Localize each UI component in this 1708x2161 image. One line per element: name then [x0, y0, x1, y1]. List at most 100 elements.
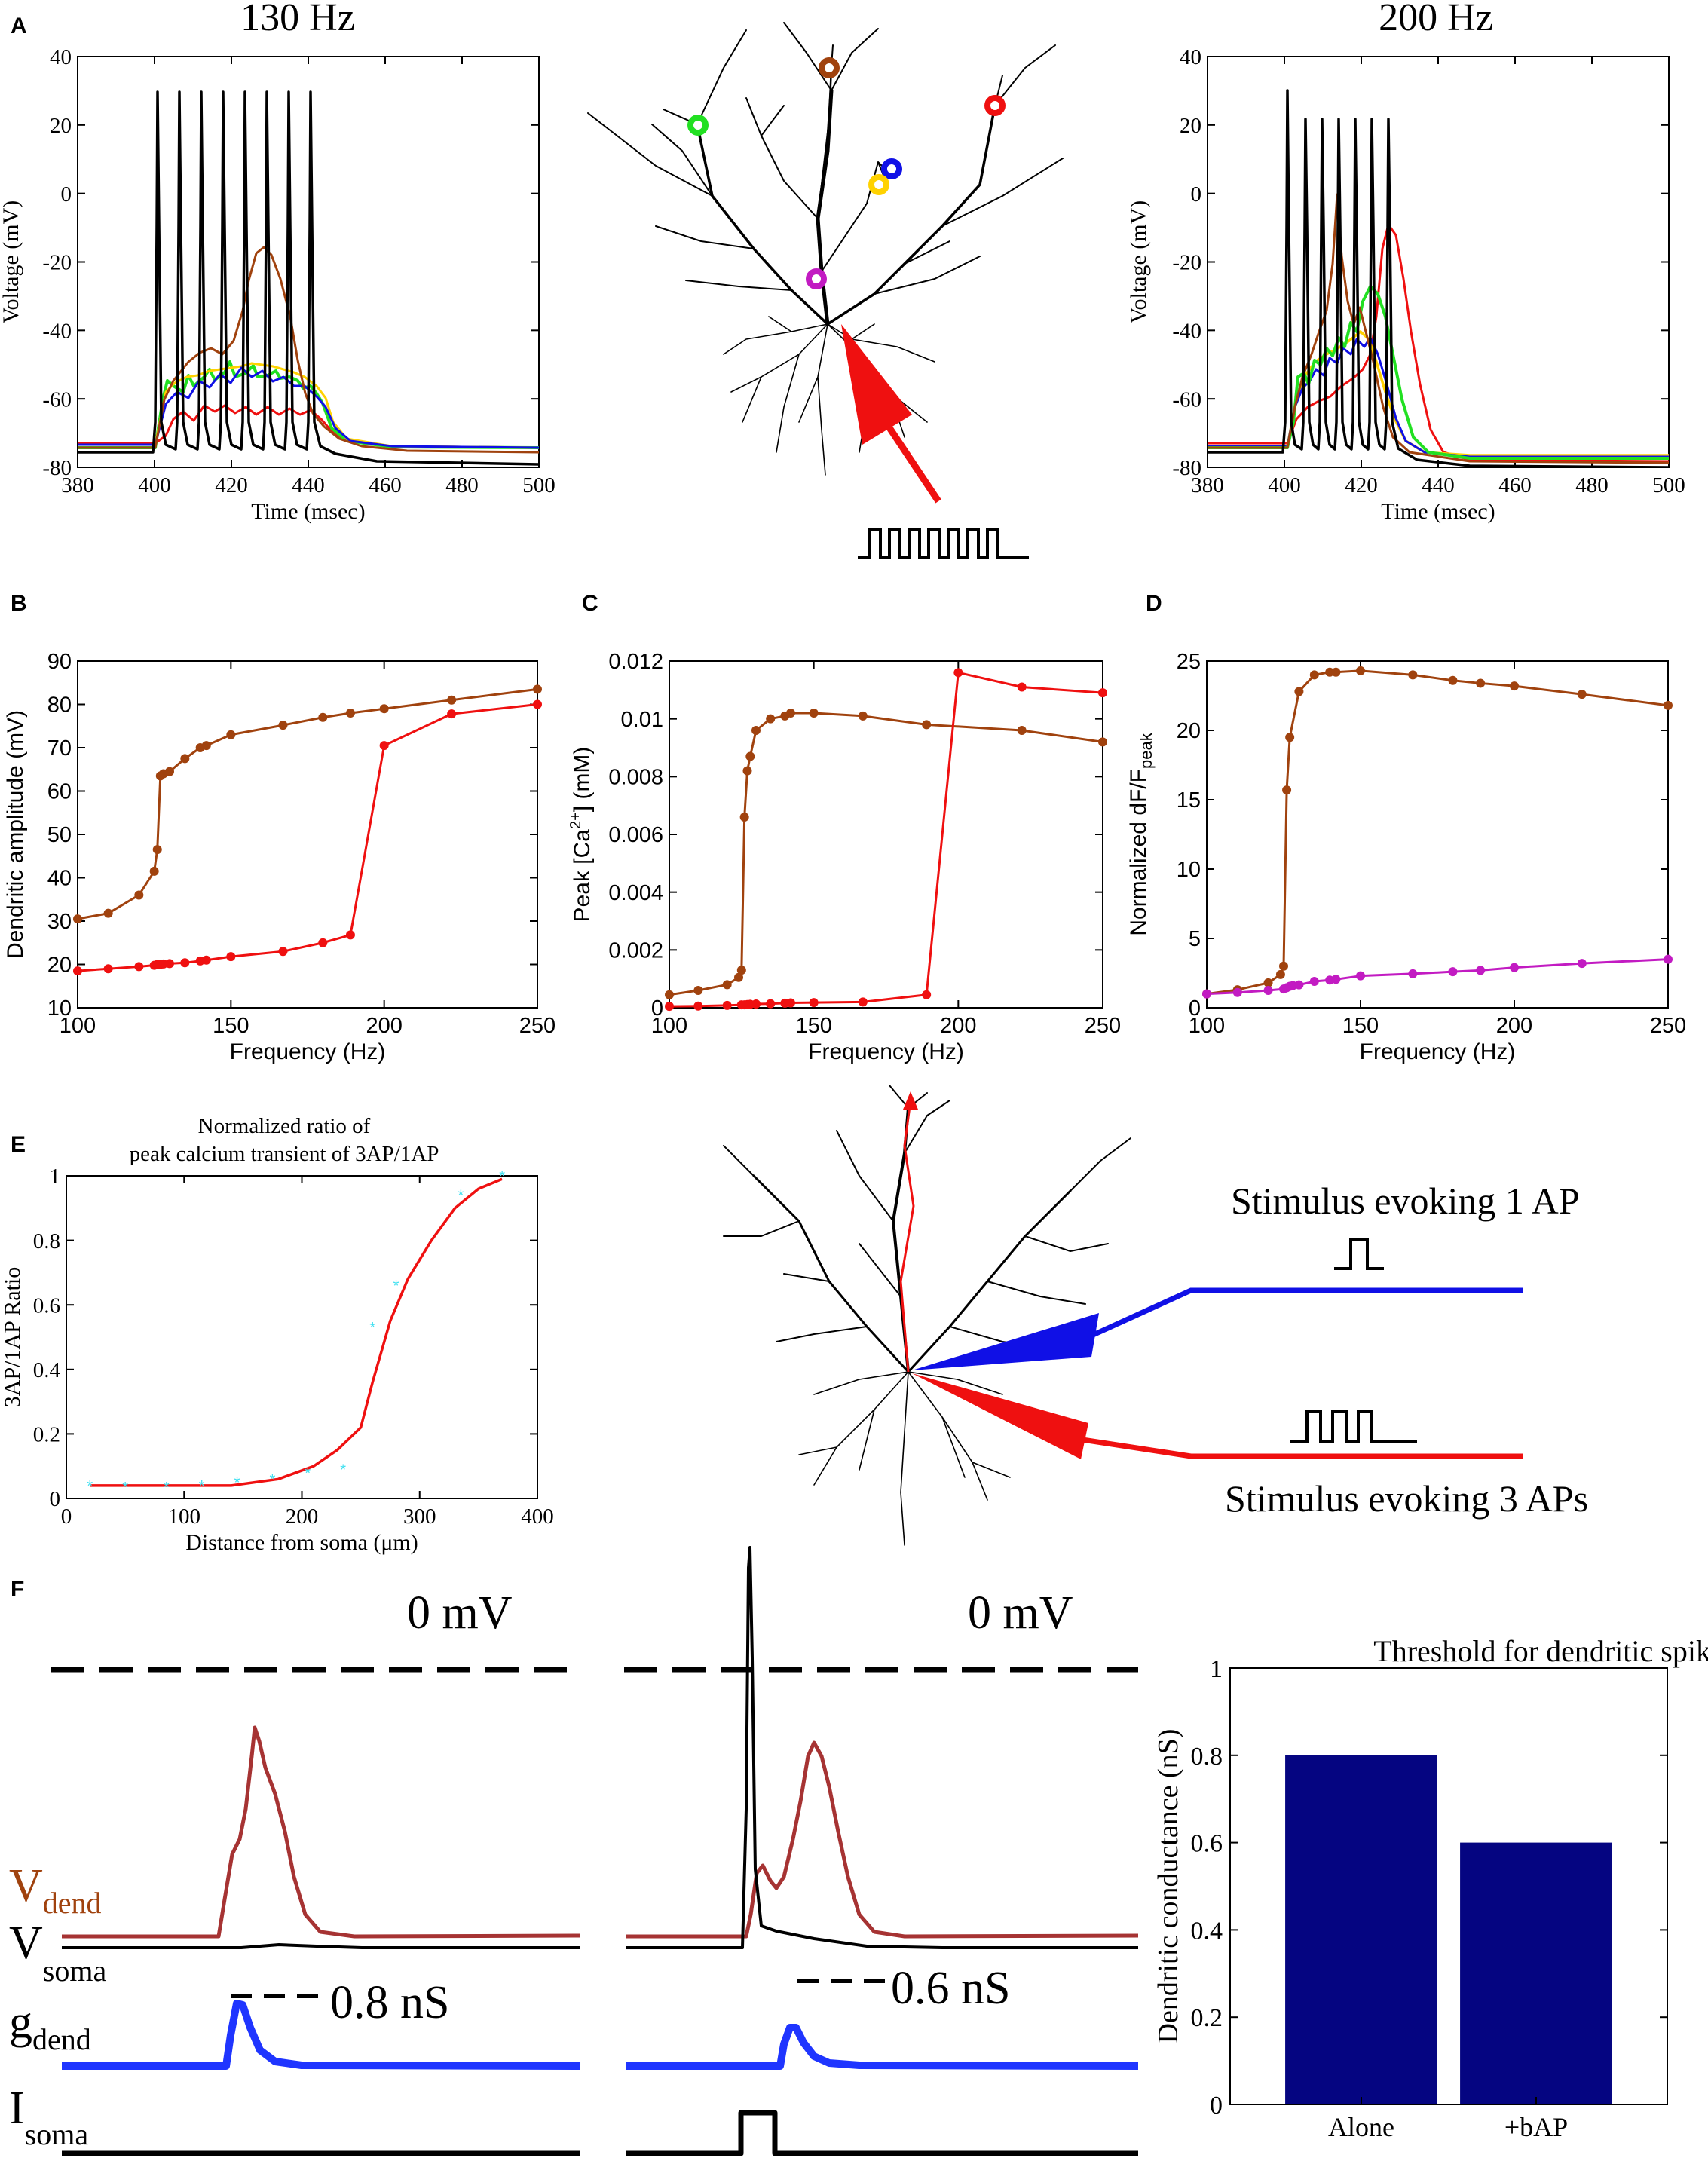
data-point-magenta — [1408, 969, 1418, 978]
y-tick-label: -40 — [1172, 319, 1201, 343]
x-tick-label: 440 — [1422, 473, 1455, 497]
series-line-brown — [669, 712, 1103, 996]
x-tick-label: 400 — [138, 473, 171, 497]
x-axis-label: Frequency (Hz) — [1360, 1039, 1516, 1064]
data-point-star: * — [270, 1471, 276, 1488]
v-dend-trace-right — [626, 1740, 1139, 1939]
site-yellow-marker — [868, 174, 889, 195]
data-point-magenta — [1232, 987, 1242, 997]
data-point-brown — [1476, 678, 1486, 688]
data-point-star: * — [164, 1480, 170, 1496]
panel-label-d: D — [1146, 591, 1162, 616]
x-tick-label: +bAP — [1504, 2112, 1568, 2142]
data-point-star: * — [393, 1278, 399, 1295]
data-point-star: * — [305, 1465, 311, 1482]
trace-200-green — [1208, 285, 1669, 460]
y-tick-label: 0 — [1191, 182, 1202, 207]
panel-d-axes: 100 150 200 250 0 5 10 15 20 25 Frequency (Hz) Norm… — [1126, 650, 1686, 1064]
data-point-brown — [134, 890, 144, 900]
bar-alone — [1285, 1755, 1437, 2104]
data-point-brown — [278, 721, 288, 730]
x-tick-label: 500 — [522, 473, 556, 497]
x-axis-label: Frequency (Hz) — [808, 1039, 964, 1064]
y-tick-label: 0 — [50, 1487, 61, 1511]
trace-200-soma-black — [1208, 89, 1669, 467]
x-tick-label: 400 — [521, 1504, 554, 1529]
panel-c-axes: 100 150 200 250 0 0.002 0.004 0.006 0.008 0.01 0.0… — [568, 650, 1121, 1064]
series-line-red — [77, 703, 538, 972]
data-point-red — [722, 1000, 732, 1010]
y-tick-label: -80 — [42, 456, 72, 480]
data-point-star: * — [87, 1478, 93, 1495]
x-tick-label: 200 — [1496, 1014, 1532, 1038]
data-point-red — [447, 709, 457, 719]
zero-mv-label-left: 0 mV — [407, 1587, 513, 1639]
data-point-magenta — [1202, 989, 1211, 999]
x-tick-label: 250 — [1085, 1014, 1121, 1038]
data-point-brown — [1664, 700, 1673, 710]
y-tick-label: 0.2 — [33, 1423, 60, 1447]
y-tick-label: 0.01 — [621, 708, 663, 732]
data-point-red — [693, 1001, 703, 1011]
plot-frame — [66, 1175, 538, 1499]
data-point-brown — [1017, 726, 1027, 735]
y-tick-label: -60 — [1172, 387, 1201, 412]
data-point-red — [134, 962, 144, 972]
y-tick-label: 25 — [1177, 650, 1201, 674]
data-point-star: * — [458, 1188, 464, 1204]
zero-mv-label-right: 0 mV — [968, 1587, 1073, 1639]
y-axis-label: Voltage (mV) — [0, 200, 23, 324]
data-point-brown — [1263, 978, 1273, 987]
bar-title: Threshold for dendritic spike — [1373, 1634, 1708, 1668]
y-tick-label: 15 — [1177, 788, 1201, 813]
x-tick-label: 400 — [1268, 473, 1301, 497]
v-soma-trace-right — [626, 1546, 1138, 1949]
data-point-brown — [1279, 961, 1288, 971]
x-tick-label: 380 — [61, 473, 94, 497]
data-point-brown — [722, 980, 732, 990]
data-point-brown — [447, 695, 457, 705]
x-axis-label: Time (msec) — [251, 499, 365, 524]
series-line-brown — [1206, 669, 1669, 996]
site-blue-marker — [881, 158, 902, 179]
x-axis-label: Distance from soma (μm) — [185, 1530, 418, 1555]
data-point-brown — [693, 986, 703, 995]
data-point-red — [278, 947, 288, 957]
plot-frame — [669, 660, 1103, 1009]
data-point-star: * — [369, 1320, 375, 1336]
data-point-magenta — [1263, 986, 1273, 995]
data-point-red — [226, 952, 236, 962]
neuron-morphology-a — [587, 22, 1064, 476]
y-axis-label: 3AP/1AP Ratio — [0, 1267, 25, 1407]
data-point-red — [1098, 688, 1107, 698]
y-tick-label: 0 — [61, 182, 72, 207]
data-point-magenta — [1294, 980, 1304, 990]
g-dend-trace-left — [62, 2000, 581, 2070]
data-point-brown — [1331, 667, 1341, 677]
y-tick-label: 0.002 — [608, 938, 663, 963]
i-soma-trace-right — [626, 2110, 1138, 2156]
data-point-brown — [1510, 681, 1519, 691]
y-tick-label: 10 — [1177, 858, 1201, 882]
data-point-brown — [1282, 785, 1292, 795]
trace-130-soma-black — [78, 90, 539, 466]
data-point-magenta — [1476, 966, 1486, 975]
data-point-brown — [766, 714, 776, 724]
x-tick-label: 420 — [1345, 473, 1378, 497]
y-axis-label: Voltage (mV) — [1126, 200, 1151, 324]
x-tick-label: 150 — [795, 1014, 831, 1038]
data-point-brown — [1275, 969, 1285, 979]
y-tick-label: 0.4 — [1191, 1917, 1223, 1945]
x-tick-label: 250 — [519, 1014, 556, 1038]
series-line-brown — [77, 687, 538, 920]
data-point-brown — [736, 966, 746, 975]
data-point-red — [345, 930, 355, 940]
data-point-brown — [201, 741, 211, 751]
data-point-brown — [73, 914, 82, 924]
x-tick-label: 460 — [1498, 473, 1532, 497]
y-tick-label: 0 — [1210, 2092, 1223, 2120]
data-point-brown — [318, 712, 328, 722]
panel-f-bar-axes: 0 0.2 0.4 0.6 0.8 1 Alone +bAP Dendritic conduct… — [1152, 1655, 1668, 2142]
thr-label-right: 0.6 nS — [891, 1963, 1010, 2014]
data-point-brown — [345, 709, 355, 718]
